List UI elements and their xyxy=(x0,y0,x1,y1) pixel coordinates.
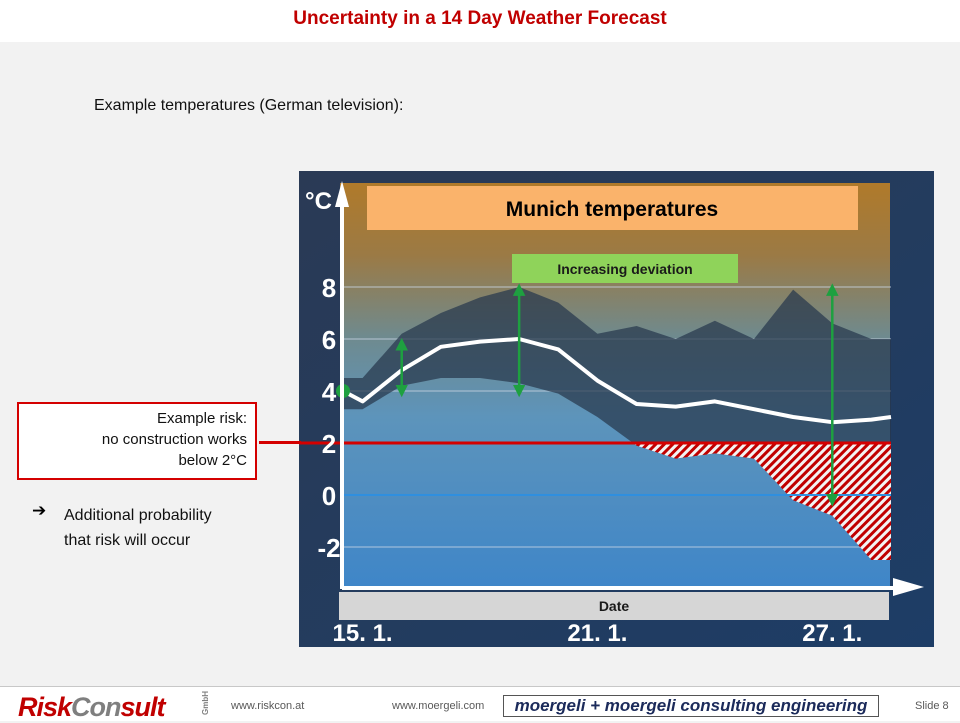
deviation-annotation-box xyxy=(512,254,738,283)
deviation-annotation: Increasing deviation xyxy=(557,261,692,277)
risk-box-line-1: Example risk: xyxy=(156,410,247,427)
logo-gmbh-suffix: GmbH xyxy=(201,691,210,715)
y-tick-label: 6 xyxy=(322,325,336,355)
probability-note-line-2: that risk will occur xyxy=(64,532,191,549)
uncertainty-band xyxy=(343,287,891,560)
y-tick-label: 2 xyxy=(322,429,336,459)
risk-box-line-2: no construction works xyxy=(101,431,247,448)
forecast-line xyxy=(342,337,892,425)
risk-connector-line xyxy=(259,441,301,444)
munich-temperature-chart: °C 8 6 4 2 0 -2 15. 1. 21. 1. 27. 1. Munich tem… xyxy=(299,171,934,647)
chart-title-box xyxy=(367,186,858,230)
y-tick-label: 8 xyxy=(322,273,336,303)
moergeli-banner-logo: moergeli + moergeli consulting engineeri… xyxy=(503,695,879,717)
x-tick-label: 15. 1. xyxy=(333,620,393,647)
date-label-bar xyxy=(339,592,889,620)
y-axis-unit-label: °C xyxy=(305,188,332,215)
slide-number: Slide 8 xyxy=(915,700,949,712)
footer-bar: RiskConsult GmbH www.riskcon.at www.moer… xyxy=(0,686,960,722)
x-tick-label: 27. 1. xyxy=(802,620,862,647)
chart-svg: °C 8 6 4 2 0 -2 15. 1. 21. 1. 27. 1. Munich tem… xyxy=(299,171,934,647)
probability-note: Additional probability that risk will oc… xyxy=(64,503,212,553)
x-axis-label: Date xyxy=(599,598,630,614)
riskconsult-logo: RiskConsult xyxy=(18,692,166,722)
chart-title: Munich temperatures xyxy=(506,198,718,221)
probability-note-line-1: Additional probability xyxy=(64,507,212,524)
slide-subtitle: Example temperatures (German television)… xyxy=(94,97,404,114)
footer-url-moergeli[interactable]: www.moergeli.com xyxy=(392,700,485,712)
x-axis-arrow xyxy=(893,578,924,596)
y-tick-label: 4 xyxy=(322,377,337,407)
slide-title: Uncertainty in a 14 Day Weather Forecast xyxy=(293,8,667,29)
example-risk-box: Example risk: no construction works belo… xyxy=(17,402,257,480)
y-tick-label: -2 xyxy=(317,533,340,563)
footer-url-riskcon[interactable]: www.riskcon.at xyxy=(231,700,305,712)
y-tick-label: 0 xyxy=(322,481,336,511)
risk-box-line-3: below 2°C xyxy=(178,452,247,469)
header-bar: Uncertainty in a 14 Day Weather Forecast xyxy=(0,0,960,42)
arrow-right-icon: ➔ xyxy=(32,501,47,520)
x-tick-label: 21. 1. xyxy=(567,620,627,647)
y-axis-arrow xyxy=(335,181,349,207)
